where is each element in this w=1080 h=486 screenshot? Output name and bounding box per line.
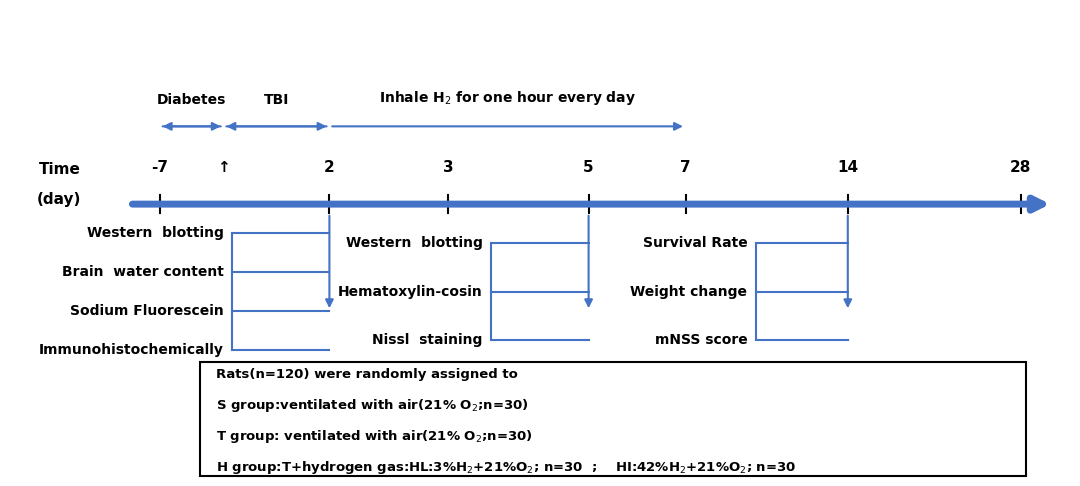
Text: Nissl  staining: Nissl staining [373, 333, 483, 347]
Text: 28: 28 [1010, 160, 1031, 175]
Text: Weight change: Weight change [631, 285, 747, 298]
Text: 2: 2 [324, 160, 335, 175]
Text: Inhale H$_2$ for one hour every day: Inhale H$_2$ for one hour every day [379, 89, 636, 107]
Text: T group: ventilated with air(21% O$_2$;n=30): T group: ventilated with air(21% O$_2$;n… [216, 428, 532, 445]
Text: (day): (day) [37, 191, 82, 207]
Text: Hematoxylin-cosin: Hematoxylin-cosin [338, 285, 483, 298]
Text: ↑: ↑ [217, 160, 230, 175]
Text: TBI: TBI [264, 93, 289, 107]
Text: mNSS score: mNSS score [654, 333, 747, 347]
Text: 5: 5 [583, 160, 594, 175]
Text: Rats(n=120) were randomly assigned to: Rats(n=120) were randomly assigned to [216, 368, 518, 381]
Text: S group:ventilated with air(21% O$_2$;n=30): S group:ventilated with air(21% O$_2$;n=… [216, 397, 529, 414]
Text: Western  blotting: Western blotting [346, 236, 483, 250]
Text: 7: 7 [680, 160, 691, 175]
Text: 14: 14 [837, 160, 859, 175]
Text: Immunohistochemically: Immunohistochemically [39, 343, 224, 357]
Text: Western  blotting: Western blotting [86, 226, 224, 240]
Text: -7: -7 [151, 160, 168, 175]
Text: Brain  water content: Brain water content [62, 265, 224, 279]
Text: Survival Rate: Survival Rate [643, 236, 747, 250]
Text: Time: Time [39, 162, 80, 177]
Text: Diabetes: Diabetes [157, 93, 227, 107]
Text: Sodium Fluorescein: Sodium Fluorescein [70, 304, 224, 318]
Text: H group:T+hydrogen gas:HL:3%H$_2$+21%O$_2$; n=30  ;    HI:42%H$_2$+21%O$_2$; n=3: H group:T+hydrogen gas:HL:3%H$_2$+21%O$_… [216, 459, 796, 476]
Text: 3: 3 [443, 160, 454, 175]
FancyBboxPatch shape [200, 362, 1026, 476]
